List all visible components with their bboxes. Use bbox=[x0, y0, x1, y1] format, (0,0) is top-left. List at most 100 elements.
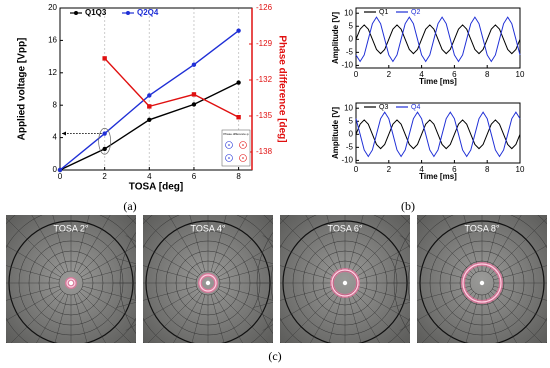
target-spoke bbox=[320, 294, 343, 343]
target-spoke bbox=[213, 215, 256, 273]
target-spoke bbox=[350, 215, 393, 273]
inset-icon bbox=[225, 154, 233, 162]
laser-ring bbox=[199, 274, 217, 292]
y-tick-label: -10 bbox=[341, 156, 353, 165]
marker bbox=[102, 146, 107, 152]
marker bbox=[147, 104, 152, 109]
target-spoke bbox=[493, 258, 547, 281]
y2-tick-label: -126 bbox=[256, 3, 273, 12]
target-spoke bbox=[140, 291, 200, 343]
series-line bbox=[104, 57, 239, 118]
marker bbox=[191, 92, 197, 97]
y2-axis-label: Phase difference [deg] bbox=[276, 35, 287, 142]
laser-spot bbox=[479, 280, 485, 286]
target-spoke bbox=[216, 215, 276, 275]
target-spoke bbox=[414, 291, 474, 343]
target-spoke bbox=[297, 215, 340, 273]
target-spoke bbox=[6, 215, 63, 275]
target-spoke bbox=[73, 294, 96, 343]
photo: TOSA 8° bbox=[387, 215, 547, 343]
target-spoke bbox=[210, 294, 233, 343]
y-tick-label: -5 bbox=[346, 142, 354, 151]
y-tick-label: 5 bbox=[349, 21, 354, 30]
y-axis-label: Applied voltage [Vpp] bbox=[17, 38, 28, 141]
x-tick-label: 2 bbox=[387, 165, 392, 174]
legend-label: Q1Q3 bbox=[85, 8, 107, 17]
series-line bbox=[355, 24, 521, 55]
inset-icon bbox=[239, 154, 247, 162]
panel-label: (b) bbox=[401, 199, 415, 213]
target-spoke bbox=[183, 215, 206, 272]
x-tick-label: 10 bbox=[516, 165, 525, 174]
target-spoke bbox=[46, 294, 69, 343]
y-tick-label: 8 bbox=[53, 100, 58, 109]
laser-ring bbox=[66, 278, 76, 288]
target-spoke bbox=[492, 235, 547, 278]
y-tick-label: 20 bbox=[48, 3, 57, 12]
series-line bbox=[355, 111, 521, 158]
x-axis-label: TOSA [deg] bbox=[129, 182, 183, 193]
target-spoke bbox=[484, 294, 507, 343]
target-spoke bbox=[6, 291, 63, 343]
target-spoke bbox=[213, 293, 256, 343]
target-spoke bbox=[414, 215, 474, 275]
legend-label: Q3 bbox=[379, 104, 388, 111]
legend-label: Q2Q4 bbox=[137, 8, 159, 17]
inset-icon bbox=[239, 141, 247, 149]
marker bbox=[147, 117, 152, 122]
target-spoke bbox=[183, 294, 206, 343]
laser-spot bbox=[68, 280, 74, 286]
target-spoke bbox=[350, 293, 393, 343]
x-tick-label: 2 bbox=[102, 172, 107, 181]
target-spoke bbox=[76, 293, 119, 343]
series-line bbox=[355, 16, 521, 63]
target-spoke bbox=[116, 258, 197, 281]
x-axis-label: Time [ms] bbox=[419, 77, 457, 86]
laser-spot bbox=[342, 280, 348, 286]
marker bbox=[236, 80, 241, 85]
y-tick-label: 0 bbox=[349, 34, 354, 43]
target-spoke bbox=[253, 285, 334, 308]
target-spoke bbox=[347, 215, 370, 272]
y-tick-label: 12 bbox=[48, 68, 57, 77]
target-spoke bbox=[210, 215, 233, 272]
target-spoke bbox=[490, 215, 547, 275]
photo: TOSA 2° bbox=[6, 215, 166, 343]
arrowhead bbox=[62, 131, 66, 136]
target-spoke bbox=[6, 235, 61, 278]
marker bbox=[191, 62, 197, 67]
photo-label: TOSA 2° bbox=[54, 223, 89, 233]
target-spoke bbox=[297, 293, 340, 343]
y-tick-label: -10 bbox=[341, 61, 353, 70]
photo: TOSA 4° bbox=[113, 215, 303, 343]
target-spoke bbox=[487, 215, 530, 273]
y2-tick-label: -132 bbox=[256, 75, 273, 84]
y-axis-label: Amplitude [V] bbox=[331, 12, 340, 64]
target-spoke bbox=[6, 288, 61, 331]
y-tick-label: 4 bbox=[53, 133, 58, 142]
target-spoke bbox=[484, 215, 507, 272]
y-tick-label: 10 bbox=[344, 103, 353, 112]
x-tick-label: 0 bbox=[354, 165, 359, 174]
photo-label: TOSA 8° bbox=[465, 223, 500, 233]
target-spoke bbox=[140, 215, 200, 275]
target-spoke bbox=[6, 258, 60, 281]
inset bbox=[221, 129, 251, 167]
target-spoke bbox=[434, 293, 477, 343]
target-spoke bbox=[277, 215, 337, 275]
target-spoke bbox=[73, 215, 96, 272]
legend-label: Q1 bbox=[379, 9, 388, 16]
target-spoke bbox=[490, 291, 547, 343]
target-spoke bbox=[390, 258, 471, 281]
target-spoke bbox=[390, 285, 471, 308]
laser-spot bbox=[205, 280, 211, 286]
legend-label: Q4 bbox=[411, 104, 420, 111]
legend-label: Q2 bbox=[411, 9, 420, 16]
x-tick-label: 8 bbox=[485, 70, 490, 79]
inset-icon bbox=[242, 157, 244, 159]
y2-tick-label: -135 bbox=[256, 111, 273, 120]
target-spoke bbox=[79, 215, 139, 275]
x-tick-label: 6 bbox=[192, 172, 197, 181]
target-spoke bbox=[160, 215, 203, 273]
